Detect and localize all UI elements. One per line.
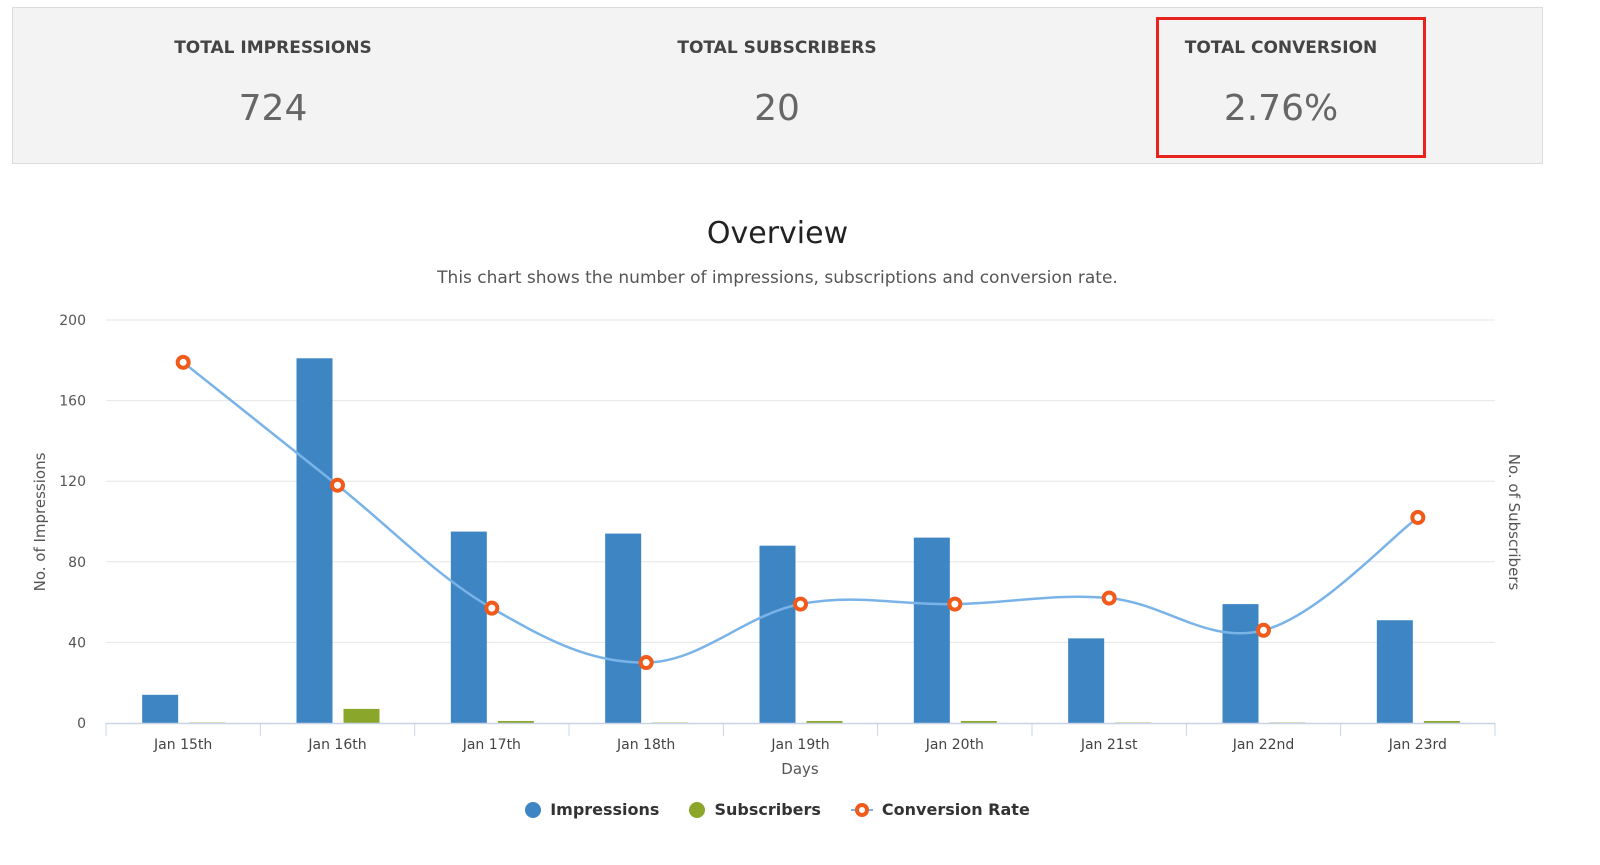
x-tick-label: Jan 22nd [1232, 737, 1295, 753]
subscribers-bar [1423, 720, 1460, 723]
stat-value: 724 [238, 88, 308, 129]
overview-chart: 0 40 80 120 160 200 Jan 15th Jan 16th Jan 17th Ja… [31, 313, 1523, 778]
stat-label: TOTAL CONVERSION [1184, 38, 1378, 58]
impressions-bar [759, 545, 796, 723]
conversion-rate-point [175, 354, 191, 370]
stats-panel: TOTAL IMPRESSIONS 724 TOTAL SUBSCRIBERS … [12, 7, 1543, 164]
legend-subscribers[interactable]: Subscribers [689, 800, 821, 819]
stat-label: TOTAL IMPRESSIONS [174, 38, 372, 58]
subscribers-bar [497, 720, 534, 723]
conversion-rate-point [484, 600, 500, 616]
impressions-bar [913, 537, 950, 723]
x-axis-label: Days [781, 760, 819, 778]
impressions-dot-icon [525, 801, 542, 818]
impressions-bar [296, 358, 333, 723]
impressions-bar [1068, 638, 1105, 723]
subscribers-bar [343, 708, 380, 723]
impressions-bar [1376, 620, 1413, 723]
y-tick-label: 120 [59, 474, 86, 490]
x-tick-label: Jan 20th [925, 737, 984, 753]
y-axis-right-label: No. of Subscribers [1505, 454, 1523, 591]
y-tick-label: 80 [68, 555, 86, 571]
y-axis-label: No. of Impressions [31, 452, 49, 591]
impressions-bar [142, 694, 179, 723]
conversion-rate-point [1101, 590, 1117, 606]
conversion-rate-point [947, 596, 963, 612]
x-tick-label: Jan 21st [1080, 737, 1138, 753]
subscribers-bar [806, 720, 843, 723]
y-tick-label: 200 [59, 313, 86, 329]
conversion-rate-point [638, 655, 654, 671]
impressions-bar [605, 533, 642, 723]
legend-label: Conversion Rate [881, 800, 1030, 819]
stat-value: 20 [754, 88, 800, 129]
x-tick-label: Jan 19th [770, 737, 829, 753]
subscribers-bar [960, 720, 997, 723]
impressions-bar [450, 531, 487, 723]
x-tick-label: Jan 23rd [1388, 737, 1447, 753]
legend-label: Subscribers [714, 800, 821, 819]
x-tick-label: Jan 17th [462, 737, 521, 753]
legend-label: Impressions [550, 800, 660, 819]
conversion-rate-point [793, 596, 808, 612]
x-tick-label: Jan 15th [153, 737, 212, 753]
legend-conversion-rate[interactable]: Conversion Rate [850, 800, 1030, 819]
x-tick-label: Jan 16th [307, 737, 366, 753]
stat-value: 2.76% [1223, 88, 1339, 129]
conversion-marker-icon [850, 802, 873, 817]
x-tick-label: Jan 18th [616, 737, 675, 753]
impressions-bar [1222, 604, 1259, 723]
chart-legend: Impressions Subscribers Conversion Rate [0, 800, 1555, 819]
y-tick-label: 0 [77, 716, 86, 732]
highlight-box [1156, 17, 1426, 158]
chart-title: Overview [706, 216, 849, 251]
subscribers-dot-icon [689, 801, 706, 818]
conversion-rate-point [1410, 509, 1426, 525]
legend-impressions[interactable]: Impressions [525, 800, 659, 819]
y-tick-label: 160 [59, 394, 86, 410]
conversion-rate-point [330, 477, 345, 493]
y-tick-label: 40 [68, 635, 86, 651]
conversion-rate-point [1256, 622, 1271, 638]
stat-label: TOTAL SUBSCRIBERS [677, 38, 877, 58]
chart-subtitle: This chart shows the number of impressio… [437, 268, 1118, 288]
